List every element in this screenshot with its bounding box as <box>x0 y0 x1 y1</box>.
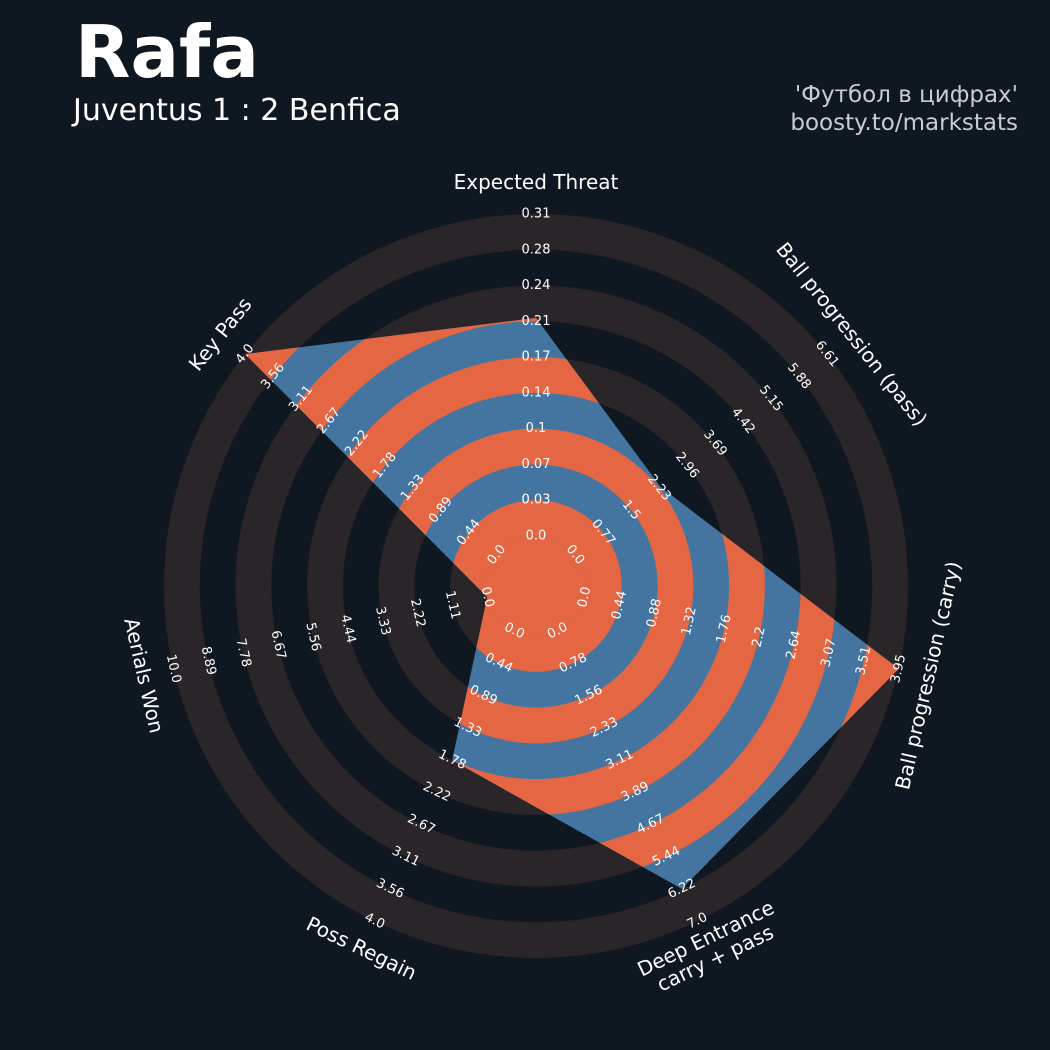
tick-label: 0.07 <box>522 457 551 472</box>
tick-label: 6.67 <box>267 629 288 661</box>
tick-label: 0.17 <box>522 350 551 365</box>
tick-label: 0.28 <box>522 242 551 257</box>
tick-label: 0.24 <box>522 278 551 293</box>
tick-label: 3.07 <box>818 637 839 669</box>
tick-label: 0.31 <box>522 207 551 222</box>
tick-label: 1.76 <box>714 613 735 645</box>
tick-label: 1.32 <box>679 605 700 637</box>
polygon-core <box>486 536 586 636</box>
tick-label: 0.0 <box>478 585 497 609</box>
axis-label: Aerials Won <box>120 615 170 735</box>
tick-label: 2.2 <box>750 625 769 649</box>
tick-label: 3.51 <box>853 645 874 677</box>
background-ring <box>163 213 909 959</box>
tick-label: 8.89 <box>198 645 219 677</box>
tick-label: 7.78 <box>233 637 254 669</box>
axis-label: Expected Threat <box>454 170 619 194</box>
credit-url: boosty.to/markstats <box>790 110 1018 136</box>
tick-label: 0.0 <box>575 585 594 609</box>
tick-label: 3.33 <box>372 605 393 637</box>
player-name: Rafa <box>75 10 259 94</box>
credit-title: 'Футбол в цифрах' <box>794 82 1018 108</box>
tick-label: 1.11 <box>442 589 463 621</box>
tick-label: 0.03 <box>522 493 551 508</box>
tick-label: 0.1 <box>526 421 547 436</box>
tick-label: 0.21 <box>522 314 551 329</box>
tick-label: 0.88 <box>644 597 665 629</box>
match-score: Juventus 1 : 2 Benfica <box>73 93 401 128</box>
tick-label: 2.64 <box>783 629 804 661</box>
tick-label: 0.14 <box>522 385 551 400</box>
tick-label: 0.0 <box>526 529 547 544</box>
tick-label: 4.44 <box>337 613 358 645</box>
tick-label: 5.56 <box>302 621 323 653</box>
tick-label: 3.95 <box>888 653 909 685</box>
background-ring <box>235 285 837 887</box>
tick-label: 2.22 <box>407 597 428 629</box>
tick-label: 10.0 <box>163 653 184 685</box>
tick-label: 0.44 <box>609 589 630 621</box>
